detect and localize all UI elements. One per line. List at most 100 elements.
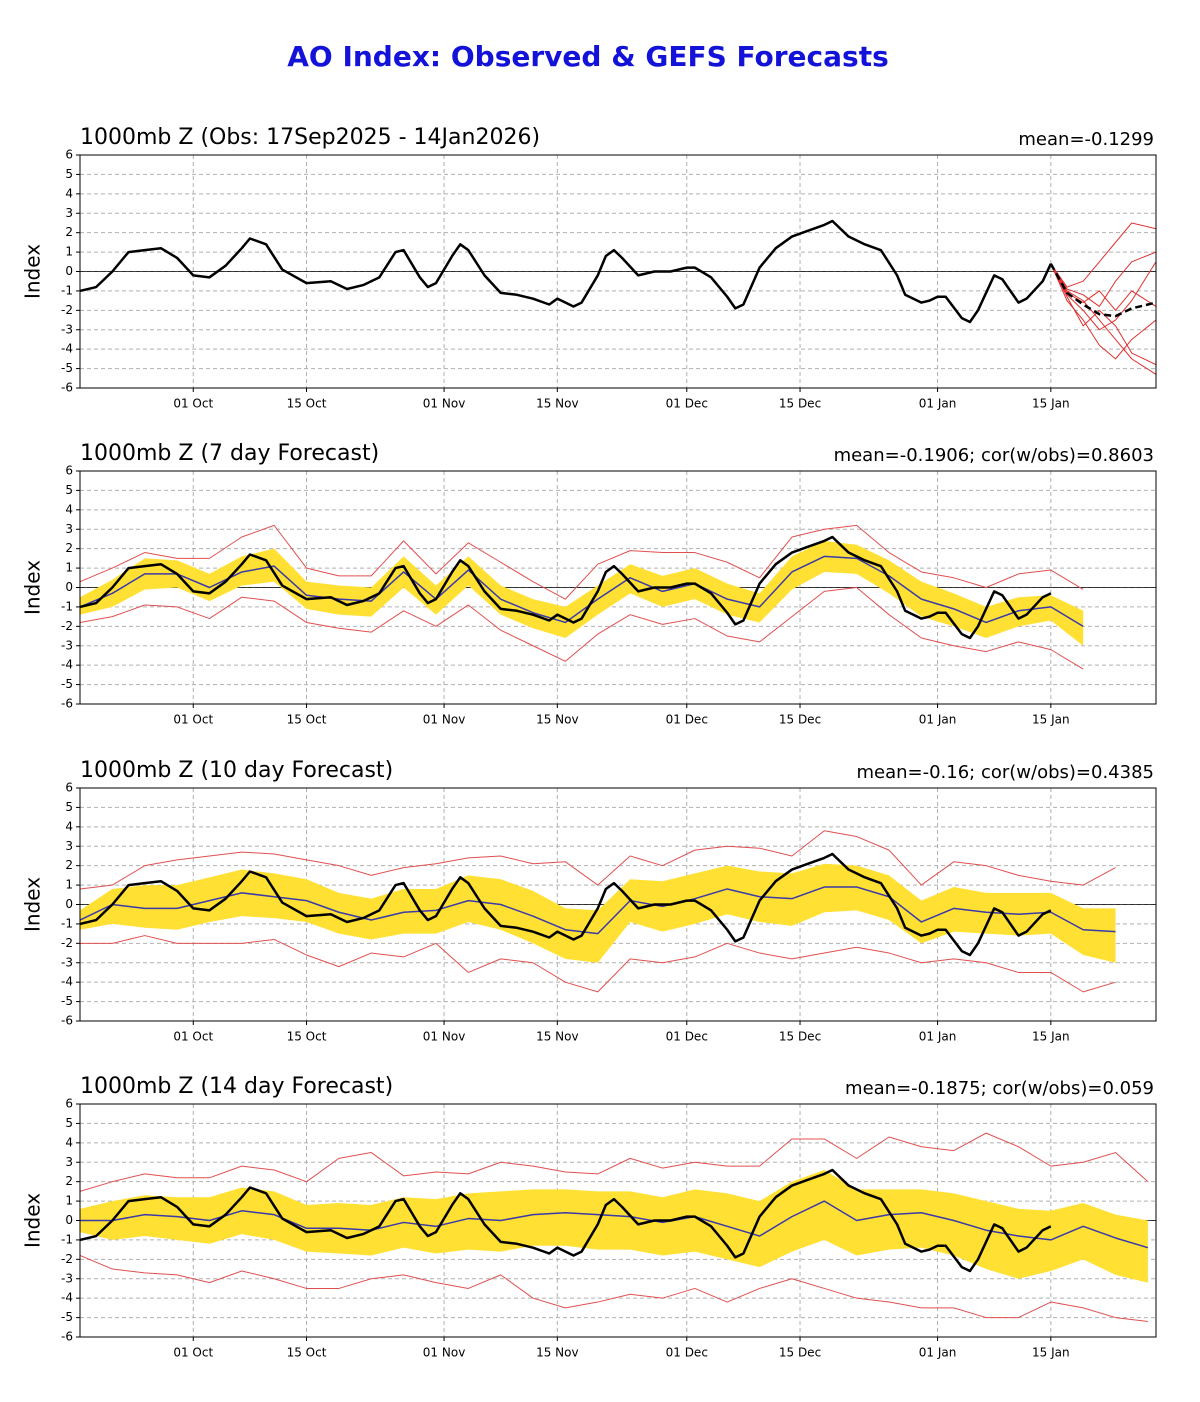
y-tick-label: 1 [65,245,73,259]
series-line [80,1200,1149,1249]
y-tick-label: 2 [65,858,73,872]
series-line [79,535,1052,640]
x-tick-label: 15 Oct [287,1030,327,1044]
y-axis-label: Index [21,877,45,932]
y-tick-label: -4 [61,1291,73,1305]
y-tick-label: 5 [65,800,73,814]
y-tick-label: -6 [61,381,73,395]
y-tick-label: -5 [61,361,73,375]
series-line [79,1254,1148,1322]
plot-frame [79,787,1157,1022]
plot-frame [79,470,1157,705]
x-tick-label: 15 Nov [536,1030,579,1044]
y-tick-label: -6 [61,1014,73,1028]
x-tick-label: 15 Jan [1032,397,1070,411]
y-tick-label: 4 [65,1135,73,1149]
spread-band [80,863,1116,963]
series-line [79,886,1116,935]
series-line [1049,263,1157,318]
y-tick-label: 1 [65,561,73,575]
x-tick-label: 01 Dec [666,1030,708,1044]
x-tick-label: 01 Oct [173,397,213,411]
series-line [79,587,1084,670]
x-tick-label: 15 Dec [779,1030,821,1044]
panel-annotation: mean=-0.16; cor(w/obs)=0.4385 [856,762,1154,783]
y-tick-label: -5 [61,994,73,1008]
y-tick-label: 3 [65,522,73,536]
y-tick-label: -5 [61,1310,73,1324]
x-tick-label: 01 Dec [666,1346,708,1360]
y-tick-label: -1 [61,916,73,930]
y-tick-label: -3 [61,638,73,652]
panel-annotation: mean=-0.1906; cor(w/obs)=0.8603 [834,445,1154,466]
x-tick-label: 15 Dec [779,397,821,411]
y-tick-label: -5 [61,677,73,691]
y-tick-label: -6 [61,1330,73,1344]
series-line [79,524,1084,600]
series-line [1050,263,1157,360]
y-axis-label: Index [21,1193,45,1248]
x-tick-label: 15 Nov [536,1346,579,1360]
panel-title: 1000mb Z (Obs: 17Sep2025 - 14Jan2026) [80,125,540,150]
x-tick-label: 01 Oct [173,1346,213,1360]
panel-title: 1000mb Z (10 day Forecast) [80,758,393,783]
spread-band [80,1170,1148,1283]
y-tick-label: -2 [61,1252,73,1266]
y-tick-label: 0 [65,264,73,278]
y-tick-label: 2 [65,541,73,555]
y-tick-label: 4 [65,819,73,833]
y-tick-label: 3 [65,206,73,220]
series-line [79,852,1052,957]
x-tick-label: 15 Oct [287,397,327,411]
panel-title: 1000mb Z (7 day Forecast) [80,441,379,466]
y-tick-label: 6 [65,781,73,795]
x-tick-label: 15 Jan [1032,1030,1070,1044]
x-tick-label: 15 Dec [779,713,821,727]
y-tick-label: -1 [61,599,73,613]
panel-annotation: mean=-0.1299 [1018,129,1154,150]
x-tick-label: 15 Jan [1032,1346,1070,1360]
x-tick-label: 15 Jan [1032,713,1070,727]
y-tick-label: 4 [65,502,73,516]
x-tick-label: 01 Dec [666,713,708,727]
x-tick-label: 15 Nov [536,397,579,411]
y-tick-label: -6 [61,697,73,711]
spread-band [80,540,1084,646]
y-tick-label: 6 [65,148,73,162]
series-line [1050,222,1157,288]
series-line [1050,261,1157,331]
x-tick-label: 01 Oct [173,1030,213,1044]
series-line [79,1168,1052,1273]
series-line [1050,251,1157,307]
x-tick-label: 01 Nov [423,1346,466,1360]
x-tick-label: 01 Jan [919,397,957,411]
x-tick-label: 01 Jan [919,713,957,727]
y-tick-label: 2 [65,225,73,239]
series-line [79,219,1052,324]
y-tick-label: -3 [61,1271,73,1285]
y-tick-label: -3 [61,955,73,969]
series-line [1050,263,1157,366]
y-tick-label: 5 [65,167,73,181]
y-tick-label: 0 [65,897,73,911]
y-tick-label: 6 [65,464,73,478]
x-tick-label: 01 Oct [173,713,213,727]
y-tick-label: -2 [61,619,73,633]
y-tick-label: 5 [65,483,73,497]
series-line [80,935,1116,993]
y-tick-label: -4 [61,658,73,672]
series-line [1050,263,1157,375]
panel-title: 1000mb Z (14 day Forecast) [80,1074,393,1099]
x-tick-label: 15 Dec [779,1346,821,1360]
series-line [79,830,1116,890]
y-tick-label: -3 [61,322,73,336]
y-tick-label: 5 [65,1116,73,1130]
y-tick-label: -1 [61,283,73,297]
plot-frame [79,154,1157,389]
x-tick-label: 01 Jan [919,1030,957,1044]
y-tick-label: -1 [61,1232,73,1246]
x-tick-label: 15 Oct [287,1346,327,1360]
x-tick-label: 01 Nov [423,1030,466,1044]
y-tick-label: 6 [65,1097,73,1111]
